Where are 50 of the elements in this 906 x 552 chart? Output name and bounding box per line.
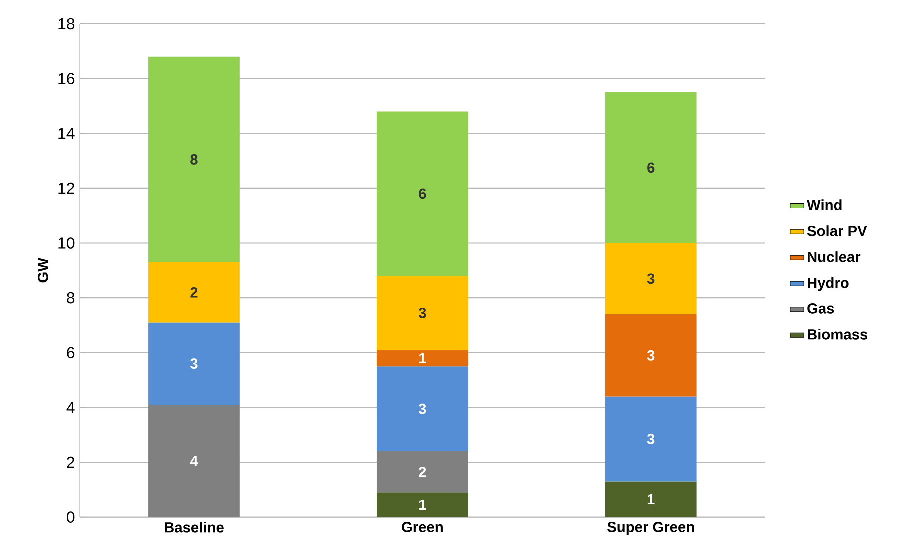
data-label: 6	[648, 162, 655, 174]
bar	[376, 350, 468, 367]
data-label: 1	[420, 353, 426, 364]
data-label: 3	[418, 404, 426, 414]
x-tick-label: Baseline	[165, 522, 224, 533]
x-tick-label: Super Green	[608, 522, 694, 536]
bar	[605, 396, 697, 482]
bar	[148, 322, 240, 405]
x-tick-label: Green	[402, 522, 443, 532]
bar	[148, 56, 240, 262]
legend-label: Hydro	[808, 278, 849, 292]
y-axis-title: GW	[38, 258, 48, 283]
legend-label: Wind	[807, 200, 842, 210]
legend-label: Biomass	[808, 329, 868, 340]
legend-label: Nuclear	[808, 252, 861, 262]
y-tick-label: 10	[58, 238, 75, 249]
y-tick-label: 18	[58, 18, 75, 30]
data-label: 6	[419, 188, 426, 200]
bar	[376, 492, 468, 518]
data-label: 3	[647, 274, 655, 284]
y-tick-label: 6	[67, 347, 75, 359]
bar	[376, 366, 468, 452]
y-tick-label: 12	[58, 182, 74, 194]
data-label: 3	[418, 308, 426, 318]
bar	[605, 482, 697, 518]
data-label: 2	[419, 466, 426, 478]
data-label: 3	[647, 434, 655, 444]
y-tick-label: 4	[66, 402, 75, 414]
data-label: 4	[190, 456, 198, 466]
data-label: 3	[190, 358, 198, 370]
bar	[148, 404, 240, 518]
bar	[376, 276, 468, 350]
y-tick-label: 2	[67, 456, 74, 468]
bar	[376, 112, 468, 276]
bar	[605, 92, 697, 244]
legend-label: Gas	[808, 303, 834, 314]
bar	[605, 243, 697, 315]
bar	[376, 452, 468, 493]
legend-label: Solar PV	[807, 226, 868, 236]
bar	[605, 314, 697, 397]
data-label: 2	[190, 287, 198, 298]
bar	[148, 262, 240, 323]
data-label: 8	[190, 154, 198, 165]
y-tick-label: 0	[67, 512, 75, 523]
data-label: 3	[647, 350, 655, 361]
y-tick-label: 8	[67, 292, 75, 304]
data-label: 1	[420, 500, 426, 510]
y-tick-label: 14	[58, 128, 75, 140]
data-label: 1	[648, 494, 655, 505]
y-tick-label: 16	[58, 73, 75, 84]
